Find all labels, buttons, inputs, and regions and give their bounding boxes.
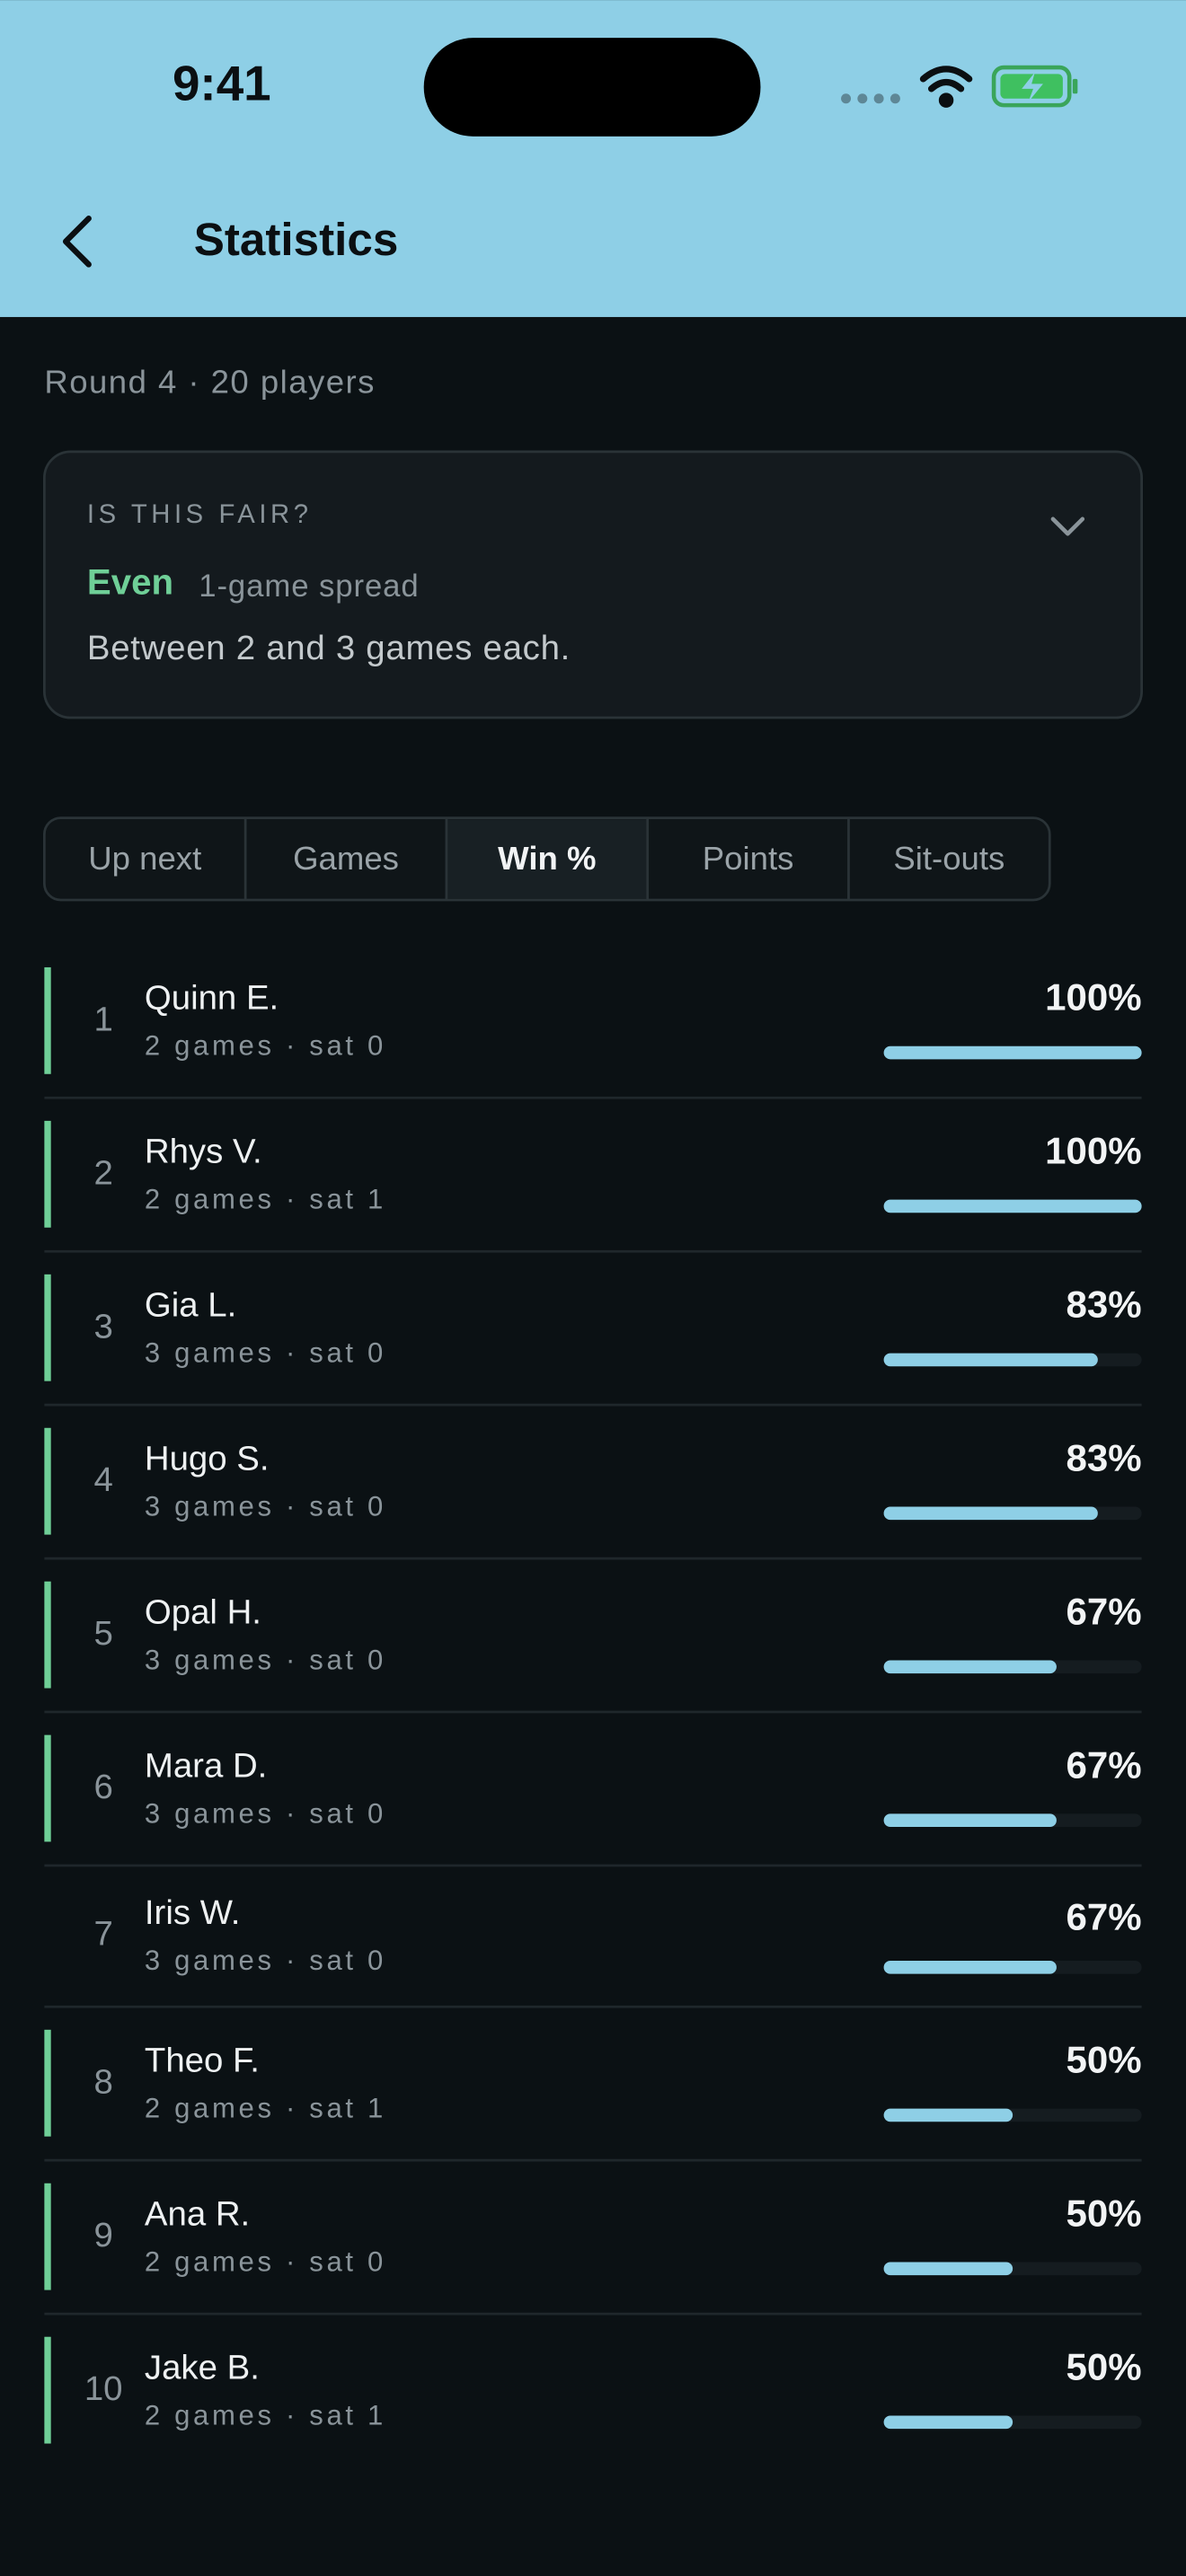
win-bar — [883, 2108, 1013, 2122]
win-bar — [883, 2415, 1013, 2430]
win-pct: 67% — [1067, 1895, 1142, 1937]
status-time: 9:41 — [173, 55, 271, 110]
tab-active-bg — [446, 819, 648, 899]
player-meta: 2 games · sat 1 — [145, 2399, 386, 2430]
dynamic-island — [423, 38, 761, 137]
leaderboard: 1 Quinn E. 2 games · sat 0 100% 2 Rhys V. 2 ga… — [44, 966, 1142, 2444]
win-bar — [883, 1660, 1057, 1674]
win-pct: 50% — [1067, 2038, 1142, 2080]
tab[interactable]: Sit-outs — [893, 840, 1005, 877]
player-name: Hugo S. — [145, 1439, 270, 1478]
win-pct: 67% — [1067, 1743, 1142, 1786]
win-pct: 83% — [1067, 1284, 1142, 1326]
win-pct: 100% — [1045, 1130, 1142, 1172]
player-meta: 3 games · sat 0 — [145, 1491, 386, 1522]
player-meta: 3 games · sat 0 — [145, 1337, 386, 1369]
rank: 10 — [84, 2369, 123, 2408]
expand-chevron[interactable] — [1050, 516, 1085, 536]
rank: 2 — [94, 1153, 113, 1192]
win-bar — [883, 1199, 1142, 1213]
row-marker — [44, 1274, 51, 1381]
header-title: Statistics — [194, 214, 399, 265]
rank: 9 — [94, 2216, 113, 2254]
win-bar — [883, 1961, 1057, 1974]
subtitle: Round 4 · 20 players — [44, 364, 376, 401]
wifi-icon — [919, 66, 973, 108]
row-marker — [44, 1581, 51, 1689]
win-bar — [883, 1813, 1057, 1828]
player-meta: 2 games · sat 1 — [145, 1184, 386, 1215]
win-pct: 83% — [1067, 1436, 1142, 1478]
player-name: Ana R. — [145, 2194, 250, 2233]
fairness-card[interactable] — [42, 450, 1144, 719]
rank: 6 — [94, 1768, 113, 1806]
row-marker — [44, 2029, 51, 2137]
win-pct: 50% — [1067, 2345, 1142, 2387]
rank: 8 — [94, 2062, 113, 2101]
back-button[interactable] — [62, 216, 92, 268]
row-marker — [44, 2336, 51, 2444]
win-bar — [883, 2262, 1013, 2276]
tab[interactable]: Games — [293, 840, 399, 877]
fairness-description: Between 2 and 3 games each. — [87, 629, 571, 667]
tab[interactable]: Up next — [88, 840, 201, 877]
rank: 5 — [94, 1614, 113, 1653]
player-meta: 2 games · sat 0 — [145, 1030, 386, 1062]
win-bar — [883, 1045, 1142, 1060]
tab[interactable]: Win % — [498, 840, 596, 877]
player-name: Gia L. — [145, 1286, 236, 1325]
win-pct: 67% — [1067, 1590, 1142, 1632]
win-bar — [883, 1506, 1098, 1521]
battery-icon — [991, 65, 1078, 108]
fairness-spread: 1-game spread — [199, 569, 419, 604]
rank: 7 — [94, 1915, 113, 1954]
row-marker — [44, 1427, 51, 1535]
player-name: Quinn E. — [145, 979, 279, 1018]
tab-bar: Up next Games Win % Points Sit-outs — [42, 816, 1051, 902]
player-name: Rhys V. — [145, 1133, 262, 1171]
player-name: Opal H. — [145, 1592, 261, 1631]
win-pct: 100% — [1045, 976, 1142, 1019]
row-marker — [44, 966, 51, 1074]
player-name: Iris W. — [145, 1893, 241, 1932]
fairness-label: IS THIS FAIR? — [87, 500, 313, 529]
win-pct: 50% — [1067, 2192, 1142, 2234]
fairness-verdict: Even — [87, 562, 173, 603]
rank: 1 — [94, 1000, 113, 1038]
player-name: Theo F. — [145, 2042, 260, 2080]
row-marker — [44, 2183, 51, 2290]
rank: 3 — [94, 1307, 113, 1345]
player-name: Jake B. — [145, 2348, 260, 2386]
player-meta: 3 games · sat 0 — [145, 1797, 386, 1829]
player-meta: 3 games · sat 0 — [145, 1644, 386, 1675]
player-meta: 2 games · sat 0 — [145, 2246, 386, 2278]
signal-icon — [841, 93, 900, 104]
player-meta: 2 games · sat 1 — [145, 2093, 386, 2124]
player-name: Mara D. — [145, 1746, 267, 1785]
row-marker — [44, 1734, 51, 1842]
win-bar — [883, 1353, 1098, 1367]
rank: 4 — [94, 1460, 113, 1499]
player-meta: 3 games · sat 0 — [145, 1945, 386, 1976]
row-marker — [44, 1120, 51, 1228]
tab[interactable]: Points — [703, 840, 794, 877]
